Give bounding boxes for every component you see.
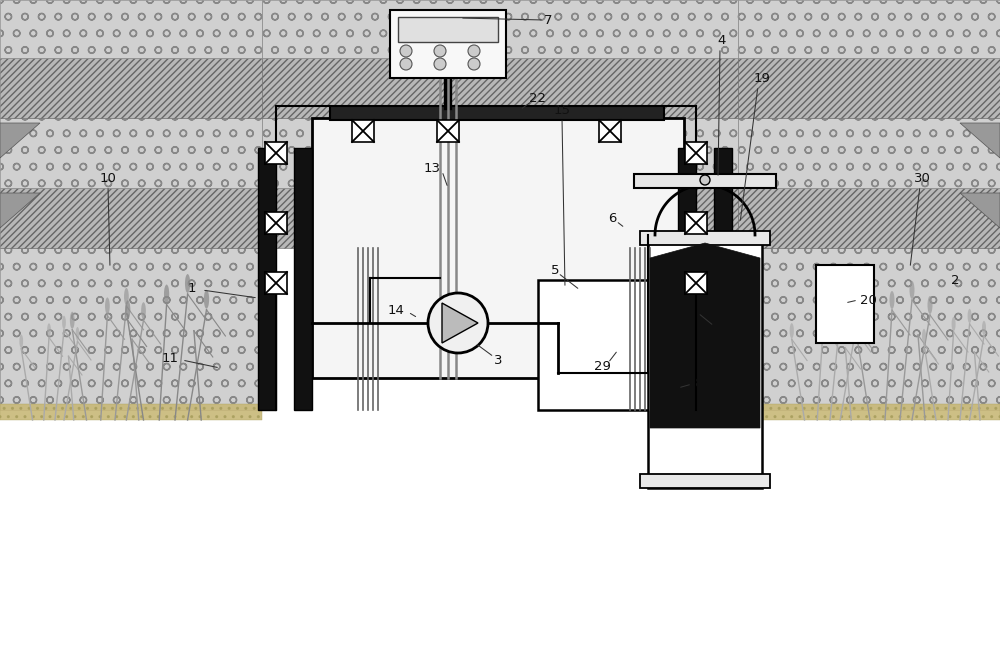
Bar [538, 280, 658, 410]
Text: 30: 30 [914, 172, 930, 184]
Bar [265, 212, 287, 234]
Bar [738, 248, 1000, 410]
Ellipse shape [852, 306, 858, 324]
Bar [640, 474, 770, 488]
Bar [265, 142, 287, 164]
Ellipse shape [838, 302, 842, 317]
Ellipse shape [910, 281, 914, 299]
Bar [262, 58, 738, 118]
Ellipse shape [124, 288, 129, 305]
Bar [738, 188, 1000, 248]
Bar [648, 233, 762, 488]
Bar [312, 118, 684, 378]
Bar [738, 0, 1000, 58]
Bar [0, 404, 262, 420]
Text: 2: 2 [951, 273, 959, 287]
Circle shape [700, 175, 710, 185]
Ellipse shape [821, 311, 825, 326]
Text: 11: 11 [162, 351, 179, 365]
Bar [685, 142, 707, 164]
Bar [262, 118, 738, 188]
Bar [265, 272, 287, 294]
Bar [262, 188, 738, 248]
Bar [330, 106, 664, 120]
Bar [0, 118, 262, 188]
Ellipse shape [922, 329, 926, 343]
Text: 22: 22 [530, 92, 546, 104]
Ellipse shape [19, 335, 23, 348]
Bar [0, 248, 262, 410]
Ellipse shape [952, 317, 956, 331]
Bar [599, 120, 621, 142]
Bar [390, 10, 506, 78]
Text: 1: 1 [188, 281, 196, 295]
Ellipse shape [968, 309, 972, 323]
Bar [294, 148, 312, 410]
Bar [352, 120, 374, 142]
Bar [738, 404, 1000, 420]
Text: 15: 15 [554, 104, 570, 116]
Bar [738, 118, 1000, 188]
Bar [650, 258, 760, 288]
Circle shape [468, 45, 480, 57]
Polygon shape [960, 123, 1000, 158]
Bar [640, 231, 770, 245]
Bar [437, 120, 459, 142]
Ellipse shape [76, 327, 79, 341]
Bar [0, 0, 262, 58]
Bar [634, 174, 776, 188]
Text: 8: 8 [694, 377, 702, 389]
Circle shape [434, 58, 446, 70]
Ellipse shape [853, 315, 858, 330]
Bar [398, 17, 498, 42]
Polygon shape [0, 193, 40, 228]
Ellipse shape [62, 316, 66, 329]
Text: 4: 4 [718, 33, 726, 47]
Text: 19: 19 [754, 71, 770, 84]
Text: 13: 13 [424, 162, 441, 174]
Ellipse shape [185, 274, 190, 293]
Polygon shape [442, 303, 478, 343]
Bar [816, 265, 874, 343]
Bar [738, 58, 1000, 118]
Bar [685, 272, 707, 294]
Ellipse shape [47, 323, 51, 337]
Ellipse shape [982, 321, 986, 335]
Circle shape [400, 58, 412, 70]
Circle shape [434, 45, 446, 57]
Bar [678, 148, 696, 410]
Ellipse shape [164, 285, 169, 303]
Bar [262, 0, 738, 58]
Text: 20: 20 [860, 293, 876, 307]
Bar [0, 188, 262, 248]
Ellipse shape [790, 323, 794, 339]
Text: 10: 10 [100, 172, 116, 184]
Text: 3: 3 [494, 353, 502, 367]
Polygon shape [960, 193, 1000, 228]
Ellipse shape [890, 291, 895, 309]
Bar [0, 58, 262, 118]
Polygon shape [650, 243, 760, 428]
Circle shape [428, 293, 488, 353]
Bar [685, 212, 707, 234]
Ellipse shape [928, 296, 932, 314]
Polygon shape [0, 123, 40, 158]
Ellipse shape [204, 290, 209, 309]
Text: 29: 29 [594, 359, 610, 373]
Ellipse shape [125, 301, 130, 319]
Text: 6: 6 [608, 212, 616, 224]
Circle shape [400, 45, 412, 57]
Text: 7: 7 [544, 13, 552, 27]
Ellipse shape [105, 297, 110, 315]
Ellipse shape [70, 312, 75, 329]
Circle shape [468, 58, 480, 70]
Bar [714, 148, 732, 410]
Text: 5: 5 [551, 263, 559, 277]
Text: 9: 9 [716, 321, 724, 335]
Text: 14: 14 [388, 303, 404, 317]
Bar [258, 148, 276, 410]
Ellipse shape [141, 302, 146, 319]
